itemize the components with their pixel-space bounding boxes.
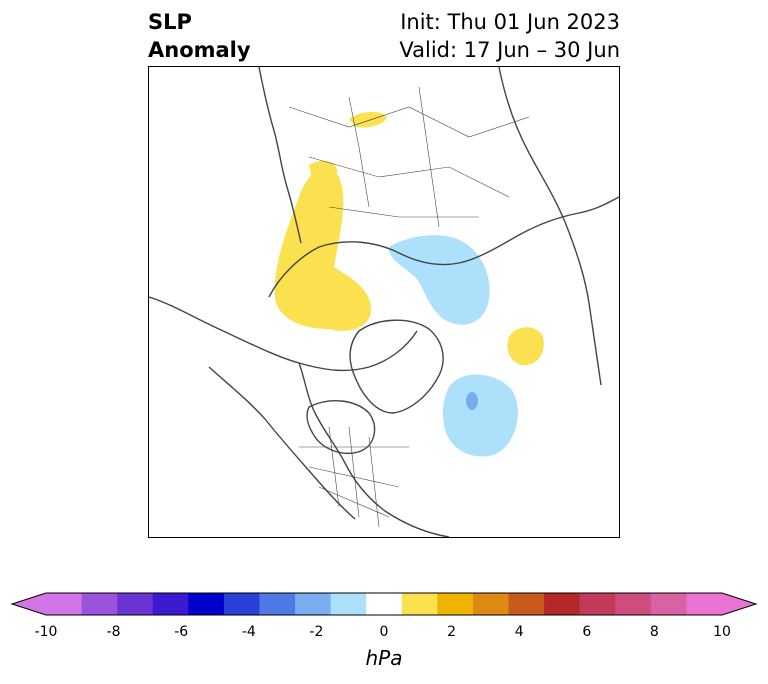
colorbar-tick-label: 8 xyxy=(649,624,659,640)
coastlines xyxy=(149,67,619,537)
colorbar-segment xyxy=(508,593,545,615)
colorbar-segment xyxy=(472,593,510,615)
colorbar-segment xyxy=(117,593,154,615)
colorbar-segment xyxy=(259,593,296,615)
coastline-arctic-russia xyxy=(268,196,619,298)
colorbar-tick-label: 4 xyxy=(514,624,524,640)
colorbar-tick-label: -8 xyxy=(106,624,121,640)
colorbar-tick-label: 2 xyxy=(447,624,457,640)
coastline-hudson-bay xyxy=(306,400,376,455)
title-line-1: SLP xyxy=(148,10,192,34)
border-lines-eurasia xyxy=(288,86,530,228)
colorbar-outline xyxy=(10,592,758,616)
colorbar-unit-label: hPa xyxy=(365,646,403,670)
colorbar-segment xyxy=(152,593,189,615)
coastline-north-america-arctic xyxy=(149,296,418,372)
colorbar xyxy=(10,592,758,616)
valid-range: Valid: 17 Jun – 30 Jun xyxy=(399,38,620,62)
forecast-dates: Init: Thu 01 Jun 2023 Valid: 17 Jun – 30… xyxy=(399,8,620,64)
colorbar-tick-label: -2 xyxy=(309,624,324,640)
positive-anomaly-small-north xyxy=(309,160,338,185)
colorbar-over-arrow xyxy=(722,593,756,615)
init-date: Init: Thu 01 Jun 2023 xyxy=(400,10,620,34)
colorbar-tick-label: -10 xyxy=(34,624,58,640)
colorbar-segment xyxy=(686,593,723,615)
colorbar-segment xyxy=(81,593,118,615)
title-line-2: Anomaly xyxy=(148,38,251,62)
colorbar-segment xyxy=(330,593,367,615)
colorbar-tick-label: 0 xyxy=(379,624,389,640)
negative-anomaly-atlantic xyxy=(442,374,518,457)
negative-anomaly-core xyxy=(466,392,478,410)
political-borders xyxy=(288,86,530,528)
colorbar-under-arrow xyxy=(12,593,46,615)
map-title: SLP Anomaly xyxy=(148,8,251,64)
colorbar-tick-label: 6 xyxy=(582,624,592,640)
map-svg xyxy=(149,67,619,537)
colorbar-segment xyxy=(46,593,83,615)
colorbar-segment xyxy=(295,593,332,615)
border-lines-north-america xyxy=(299,426,409,528)
colorbar-segment xyxy=(579,593,616,615)
colorbar-tick-label: 10 xyxy=(713,624,731,640)
colorbar-tick-label: -4 xyxy=(241,624,256,640)
anomaly-shading xyxy=(274,111,544,457)
colorbar-segment xyxy=(188,593,225,615)
map-panel xyxy=(148,66,620,538)
coastline-east-north-america xyxy=(298,362,450,537)
coastline-europe-scandinavia xyxy=(258,67,302,244)
positive-anomaly-alaska xyxy=(507,327,544,366)
colorbar-segment xyxy=(223,593,260,615)
negative-anomaly-siberia xyxy=(388,235,490,325)
coastline-west-north-america xyxy=(208,366,356,520)
positive-anomaly-western-russia xyxy=(274,168,372,331)
colorbar-segment xyxy=(366,593,403,615)
colorbar-segment xyxy=(544,593,581,615)
coastline-east-asia xyxy=(498,67,602,386)
coastline-greenland xyxy=(349,319,444,414)
colorbar-segment xyxy=(650,593,687,615)
colorbar-segment xyxy=(437,593,474,615)
colorbar-tick-label: -6 xyxy=(174,624,189,640)
colorbar-segment xyxy=(615,593,652,615)
colorbar-segment xyxy=(401,593,438,615)
